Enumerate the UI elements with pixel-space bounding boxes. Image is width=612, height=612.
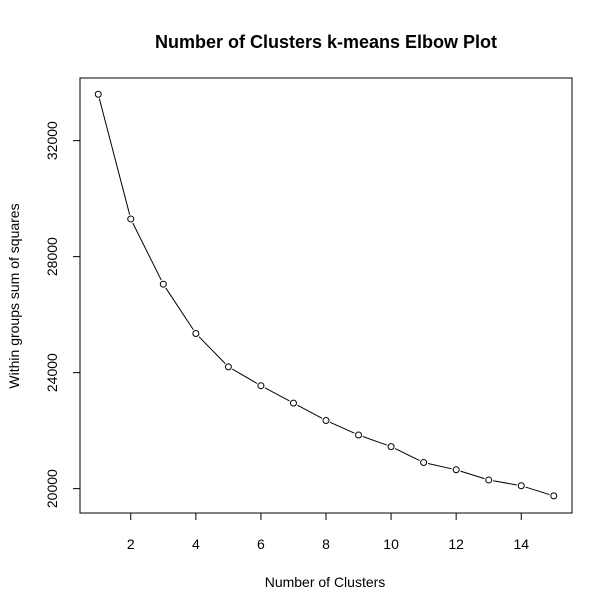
data-points (94, 90, 558, 500)
line-segment (362, 436, 388, 446)
line-segment (264, 387, 290, 402)
line-segment (394, 448, 420, 462)
x-axis-label: Number of Clusters (265, 574, 386, 590)
x-tick-label: 12 (448, 536, 464, 552)
line-segment (297, 404, 323, 419)
data-point (159, 280, 167, 288)
line-segment (525, 486, 550, 496)
y-tick-label: 24000 (44, 353, 60, 392)
x-axis: 2 4 6 8 10 12 14 (127, 512, 529, 552)
data-point (355, 431, 363, 439)
line-segment (493, 480, 517, 486)
plot-frame (79, 77, 573, 514)
y-tick-label: 28000 (44, 237, 60, 276)
line-segment (132, 222, 162, 281)
data-point (452, 466, 460, 474)
data-point (420, 459, 428, 467)
y-axis-label: Within groups sum of squares (6, 203, 22, 388)
y-axis: 20000 24000 28000 32000 (44, 121, 81, 508)
line-segment (329, 421, 355, 434)
data-point (485, 476, 493, 484)
line-segment (232, 368, 258, 384)
x-tick-label: 10 (383, 536, 399, 552)
data-point (550, 492, 558, 500)
line-segment (427, 463, 452, 470)
line-segments (98, 98, 550, 496)
y-tick-label: 20000 (44, 469, 60, 508)
x-tick-label: 8 (322, 536, 330, 552)
x-tick-label: 4 (192, 536, 200, 552)
line-segment (460, 470, 485, 480)
chart-title: Number of Clusters k-means Elbow Plot (155, 32, 497, 52)
data-point (192, 329, 200, 337)
data-point (387, 443, 395, 451)
x-tick-label: 6 (257, 536, 265, 552)
line-segment (98, 98, 131, 215)
data-point (517, 482, 525, 490)
data-point (127, 215, 135, 223)
data-point (224, 363, 232, 371)
line-segment (198, 336, 226, 364)
data-point (289, 399, 297, 407)
data-point (257, 382, 265, 390)
x-tick-label: 14 (513, 536, 529, 552)
x-tick-label: 2 (127, 536, 135, 552)
data-point (94, 90, 102, 98)
y-tick-label: 32000 (44, 121, 60, 160)
line-segment (165, 287, 194, 331)
data-point (322, 416, 330, 424)
